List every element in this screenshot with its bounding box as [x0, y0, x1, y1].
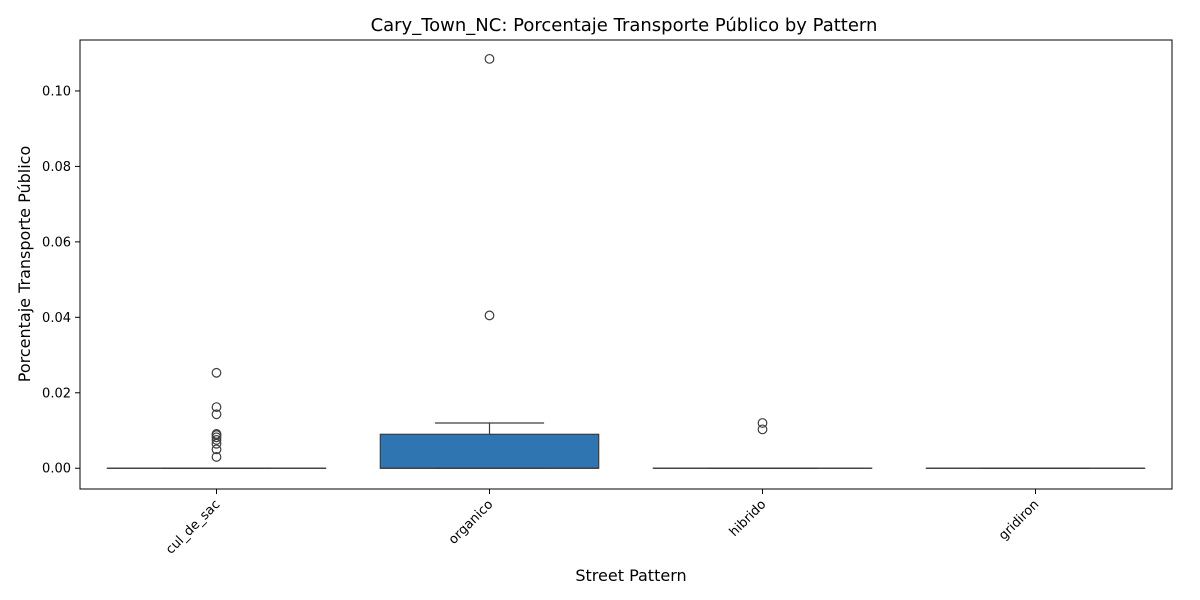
box-group-organico [379, 53, 600, 469]
outlier-point [211, 435, 222, 445]
y-axis-label: Porcentaje Transporte Público [15, 146, 34, 382]
outlier-point [211, 367, 222, 378]
plot-area [79, 39, 1173, 490]
y-tick-label: 0.08 [42, 160, 71, 175]
y-tick-label: 0.06 [42, 235, 71, 250]
boxes-layer [106, 53, 1146, 469]
x-tick-label: cul_de_sac [163, 497, 223, 557]
x-axis-label: Street Pattern [575, 566, 686, 585]
y-tick-label: 0.00 [42, 462, 71, 477]
y-tick-label: 0.10 [42, 84, 71, 99]
x-tick-label: hibrido [727, 497, 770, 540]
box-group-hibrido [652, 418, 873, 469]
outlier-point [757, 424, 768, 435]
outlier-point [211, 402, 222, 413]
chart-title: Cary_Town_NC: Porcentaje Transporte Públ… [371, 15, 878, 36]
outlier-point [211, 444, 222, 455]
outlier-point [211, 452, 222, 462]
x-axis: cul_de_sac organico hibrido gridiron [163, 489, 1042, 557]
outlier-point [757, 418, 768, 428]
iqr-box [379, 433, 600, 469]
x-tick-label: gridiron [996, 497, 1042, 543]
outlier-point [484, 53, 495, 64]
x-tick-label: organico [446, 497, 496, 547]
outlier-point [484, 310, 495, 321]
y-tick-label: 0.04 [42, 311, 71, 326]
box-group-cul_de_sac [106, 367, 327, 469]
outlier-point [211, 429, 222, 439]
outlier-point [211, 409, 222, 420]
y-axis: 0.00 0.02 0.04 0.06 0.08 0.10 [42, 84, 80, 477]
y-tick-label: 0.02 [42, 386, 71, 401]
